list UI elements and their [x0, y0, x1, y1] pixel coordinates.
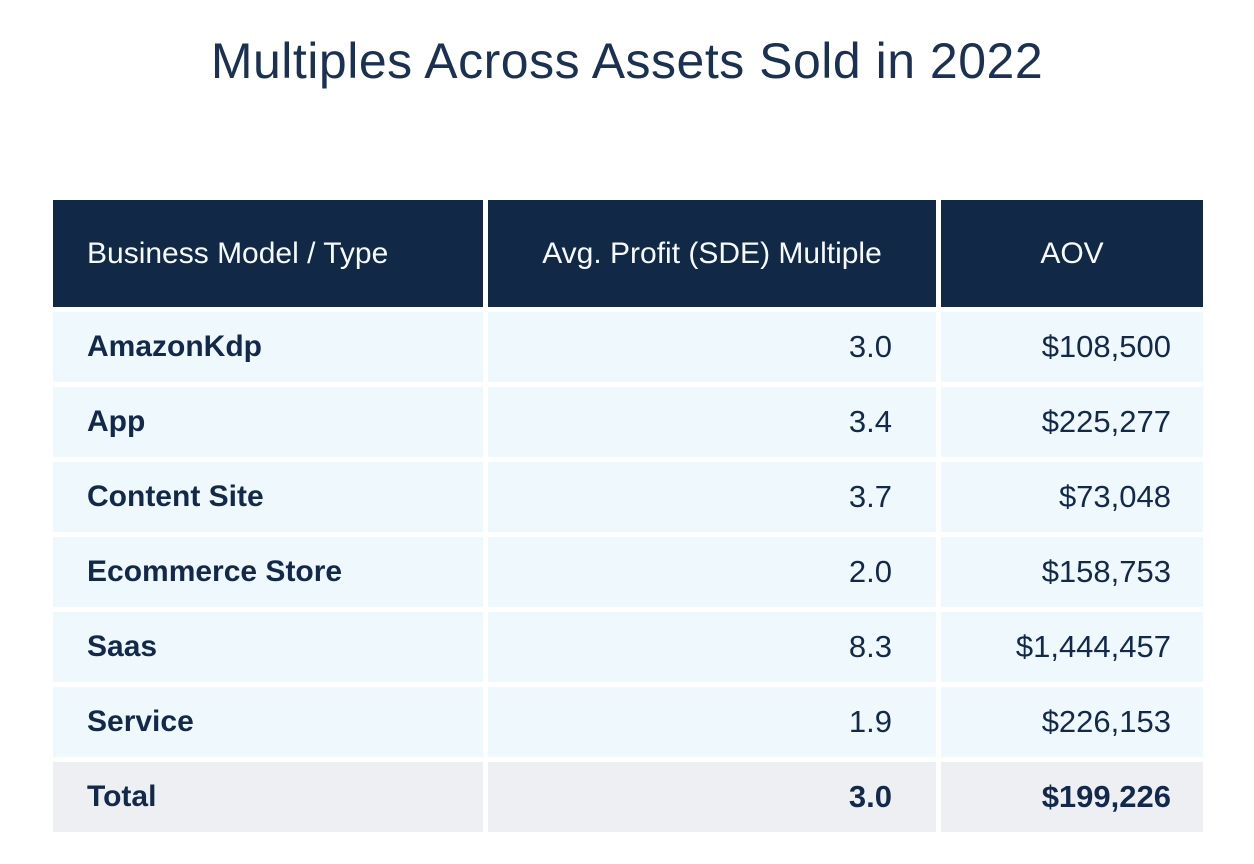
multiples-table: Business Model / Type Avg. Profit (SDE) … — [53, 200, 1203, 832]
row-saas-multiple: 8.3 — [488, 612, 936, 682]
row-content-site-multiple: 3.7 — [488, 462, 936, 532]
row-app-label: App — [53, 387, 483, 457]
row-amazonkdp-aov: $108,500 — [941, 312, 1203, 382]
row-content-site-aov: $73,048 — [941, 462, 1203, 532]
row-amazonkdp-label: AmazonKdp — [53, 312, 483, 382]
column-header-sde-multiple: Avg. Profit (SDE) Multiple — [488, 200, 936, 307]
row-app-aov: $225,277 — [941, 387, 1203, 457]
row-content-site-label: Content Site — [53, 462, 483, 532]
row-service-label: Service — [53, 687, 483, 757]
row-ecommerce-store-multiple: 2.0 — [488, 537, 936, 607]
row-amazonkdp-multiple: 3.0 — [488, 312, 936, 382]
page-title: Multiples Across Assets Sold in 2022 — [210, 33, 1044, 89]
row-saas-label: Saas — [53, 612, 483, 682]
row-ecommerce-store-label: Ecommerce Store — [53, 537, 483, 607]
column-header-business-model: Business Model / Type — [53, 200, 483, 307]
row-total-multiple: 3.0 — [488, 762, 936, 832]
row-ecommerce-store-aov: $158,753 — [941, 537, 1203, 607]
row-saas-aov: $1,444,457 — [941, 612, 1203, 682]
row-total-aov: $199,226 — [941, 762, 1203, 832]
row-service-multiple: 1.9 — [488, 687, 936, 757]
row-service-aov: $226,153 — [941, 687, 1203, 757]
row-app-multiple: 3.4 — [488, 387, 936, 457]
column-header-aov: AOV — [941, 200, 1203, 307]
row-total-label: Total — [53, 762, 483, 832]
